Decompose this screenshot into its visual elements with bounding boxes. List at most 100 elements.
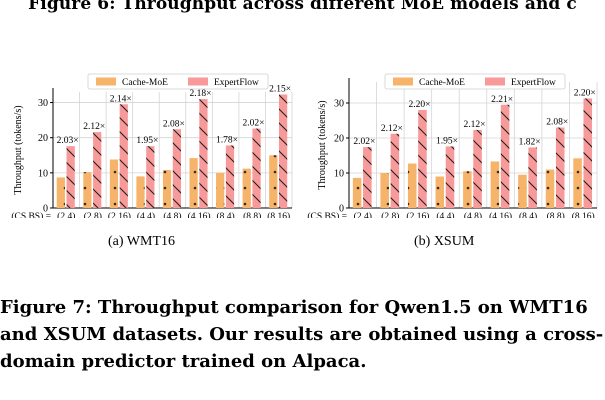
x-tick-label: (2,8) — [381, 211, 399, 218]
bar-expertflow — [146, 146, 155, 208]
x-tick-label: (4,8) — [163, 211, 181, 218]
x-tick-label: (2,16) — [406, 211, 429, 218]
x-tick-label: (2,8) — [84, 211, 102, 218]
x-tick-label: (4,8) — [464, 211, 482, 218]
bar-expertflow — [528, 147, 537, 208]
bar-cache-moe — [269, 155, 278, 208]
legend-box — [87, 73, 269, 90]
speedup-label: 2.21× — [491, 95, 513, 105]
figure-6-caption: Figure 6: Throughput across different Mo… — [28, 0, 577, 14]
y-tick-label: 30 — [334, 99, 344, 110]
chart-xsum: 0 10 20 30 Throughput (tokens/s) 2.02× (2,4) 2.… — [303, 68, 603, 222]
bar-expertflow — [473, 129, 482, 208]
y-tick-label: 0 — [339, 204, 344, 215]
speedup-label: 2.14× — [110, 94, 132, 104]
bar-expertflow — [66, 146, 75, 208]
chart-wmt16: 0 10 20 30 Throughput (tokens/s) 2.03× (2,4) 2.… — [0, 68, 300, 222]
bar-expertflow — [172, 129, 181, 208]
y-tick-label: 10 — [38, 168, 48, 179]
speedup-label: 1.95× — [136, 136, 158, 146]
legend-label-expertflow: ExpertFlow — [511, 78, 556, 88]
bar-expertflow — [418, 110, 427, 208]
bar-cache-moe — [518, 174, 527, 208]
bar-cache-moe — [352, 177, 362, 208]
x-tick-label: (8,4) — [217, 211, 235, 218]
speedup-label: 1.95× — [436, 136, 458, 146]
legend-box — [384, 73, 566, 90]
figure-7-caption-line-2: and XSUM datasets. Our results are obtai… — [0, 324, 604, 345]
y-tick-label: 20 — [38, 133, 48, 144]
bar-cache-moe — [573, 158, 582, 208]
y-tick-label: 20 — [334, 134, 344, 145]
speedup-label: 2.20× — [574, 88, 596, 98]
y-axis-label: Throughput (tokens/s) — [317, 100, 328, 189]
bar-cache-moe — [136, 176, 145, 208]
legend-swatch-expertflow — [188, 77, 208, 86]
speedup-label: 2.12× — [381, 124, 403, 134]
x-tick-label: (2,4) — [57, 211, 75, 218]
bar-expertflow — [500, 104, 510, 208]
x-tick-label: (4,16) — [188, 211, 211, 218]
bar-cache-moe — [56, 177, 65, 208]
bar-expertflow — [390, 133, 400, 208]
y-tick-label: 0 — [43, 204, 48, 215]
speedup-label: 2.18× — [189, 89, 211, 99]
speedup-label: 2.08× — [163, 119, 185, 129]
speedup-label: 2.02× — [243, 119, 265, 129]
y-axis-label: Throughput (tokens/s) — [13, 105, 24, 194]
bar-cache-moe — [109, 159, 119, 208]
bar-cache-moe — [162, 170, 172, 208]
x-tick-label: (4,4) — [436, 211, 454, 218]
x-tick-label: (8,8) — [547, 211, 565, 218]
legend-label-cache-moe: Cache-MoE — [122, 78, 168, 88]
figure-7-caption: Figure 7: Throughput comparison for Qwen… — [0, 294, 605, 375]
bar-expertflow — [252, 128, 261, 208]
speedup-label: 2.02× — [353, 137, 375, 147]
bar-expertflow — [278, 94, 288, 208]
bar-cache-moe — [463, 171, 472, 208]
speedup-label: 2.20× — [408, 100, 430, 110]
speedup-label: 1.82× — [519, 137, 541, 147]
legend-label-cache-moe: Cache-MoE — [419, 78, 465, 88]
speedup-label: 2.15× — [269, 84, 291, 94]
x-axis-prefix: (CS,BS) = — [11, 211, 51, 218]
chart-xsum-svg: 0 10 20 30 Throughput (tokens/s) 2.02× (2,4) 2.… — [307, 73, 598, 222]
speedup-label: 2.12× — [83, 122, 105, 132]
legend-swatch-cache-moe — [96, 77, 116, 86]
legend-swatch-cache-moe — [393, 77, 413, 86]
x-tick-label: (8,4) — [519, 211, 537, 218]
y-tick-label: 10 — [334, 169, 344, 180]
bar-expertflow — [225, 145, 235, 208]
x-tick-label: (8,16) — [572, 211, 595, 218]
bar-cache-moe — [380, 173, 389, 208]
bar-expertflow — [445, 146, 455, 208]
x-axis-prefix: (CS,BS) = — [307, 211, 347, 218]
speedup-label: 2.08× — [546, 118, 568, 128]
bar-cache-moe — [83, 172, 92, 208]
speedup-label: 2.03× — [57, 136, 79, 146]
bar-expertflow — [199, 99, 208, 208]
bar-cache-moe — [435, 176, 445, 208]
bar-expertflow — [583, 98, 593, 208]
bar-cache-moe — [216, 172, 225, 208]
x-tick-label: (4,4) — [137, 211, 155, 218]
bar-expertflow — [363, 147, 372, 208]
bar-cache-moe — [189, 158, 198, 208]
subcaption-xsum: (b) XSUM — [414, 234, 475, 249]
x-tick-label: (4,16) — [489, 211, 512, 218]
legend-swatch-expertflow — [485, 77, 505, 86]
bar-cache-moe — [407, 163, 417, 208]
bar-cache-moe — [490, 161, 500, 208]
x-tick-label: (8,16) — [267, 211, 290, 218]
speedup-label: 1.78× — [216, 135, 238, 145]
x-tick-label: (8,8) — [243, 211, 261, 218]
figure-7-caption-line-1: Figure 7: Throughput comparison for Qwen… — [0, 297, 588, 318]
x-tick-label: (2,16) — [108, 211, 131, 218]
figure-7-caption-line-3: domain predictor trained on Alpaca. — [0, 351, 367, 372]
legend-label-expertflow: ExpertFlow — [214, 78, 259, 88]
bar-cache-moe — [242, 168, 251, 208]
bar-expertflow — [93, 132, 102, 208]
subcaption-wmt16: (a) WMT16 — [108, 234, 175, 249]
speedup-label: 2.12× — [464, 120, 486, 130]
bar-expertflow — [555, 127, 565, 208]
